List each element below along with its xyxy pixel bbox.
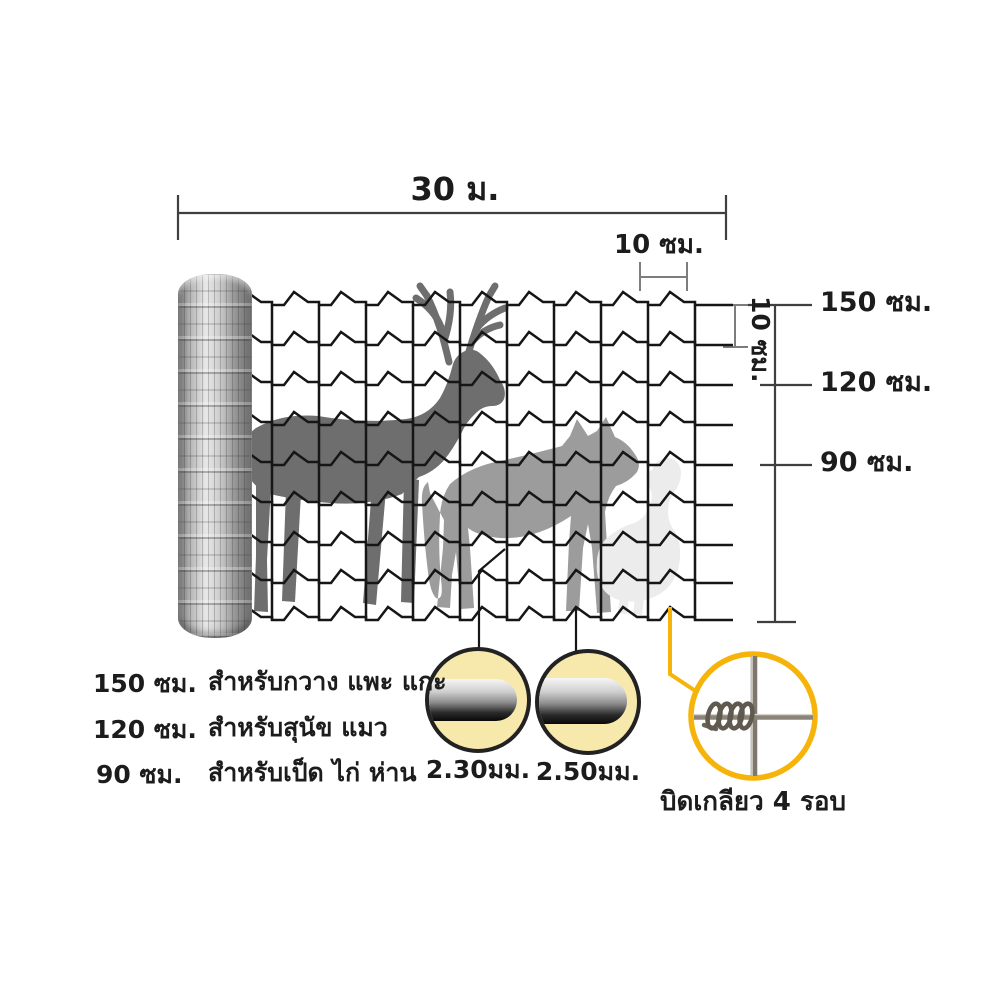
wire-cross-section-a [429,679,517,721]
deer-silhouette [247,282,509,612]
wire-cross-section-b [539,678,627,724]
mesh-height-dimension-bracket [723,304,748,348]
legend-size-90: 90 ซม. [96,760,183,789]
twist-leader-line [668,607,696,692]
height-mark-150: 150 ซม. [820,287,933,318]
dog-silhouette [421,417,639,613]
leader-wire-a [477,548,506,649]
legend-size-150: 150 ซม. [93,669,197,698]
legend-size-120: 120 ซม. [93,715,197,744]
wire-thickness-label-b: 2.50มม. [535,757,641,786]
twist-callout [688,651,818,781]
twisted-wire-joint [694,656,813,776]
height-mark-90: 90 ซม. [820,447,914,478]
legend-desc-90: สำหรับเป็ด ไก่ ห่าน [208,758,417,787]
height-dimension-line [748,303,812,624]
mesh-height-label: 10 ซม. [746,296,775,383]
wire-mesh-roll [178,274,252,638]
top-length-dimension-line [176,195,728,240]
legend-desc-150: สำหรับกวาง แพะ แกะ [208,667,447,696]
fence-mesh [200,290,733,622]
twist-label: บิดเกลียว 4 รอบ [659,787,847,817]
legend-desc-120: สำหรับสุนัข แมว [208,713,388,742]
height-mark-120: 120 ซม. [820,367,933,398]
mesh-width-label: 10 ซม. [614,230,704,260]
mesh-width-dimension-bracket [639,262,688,291]
callout-leader-lines [477,548,578,651]
wire-thickness-label-a: 2.30มม. [425,755,531,784]
wire-callout-b [535,649,641,755]
roll-length-label: 30 ม. [410,170,500,208]
wire-callout-a [425,647,531,753]
